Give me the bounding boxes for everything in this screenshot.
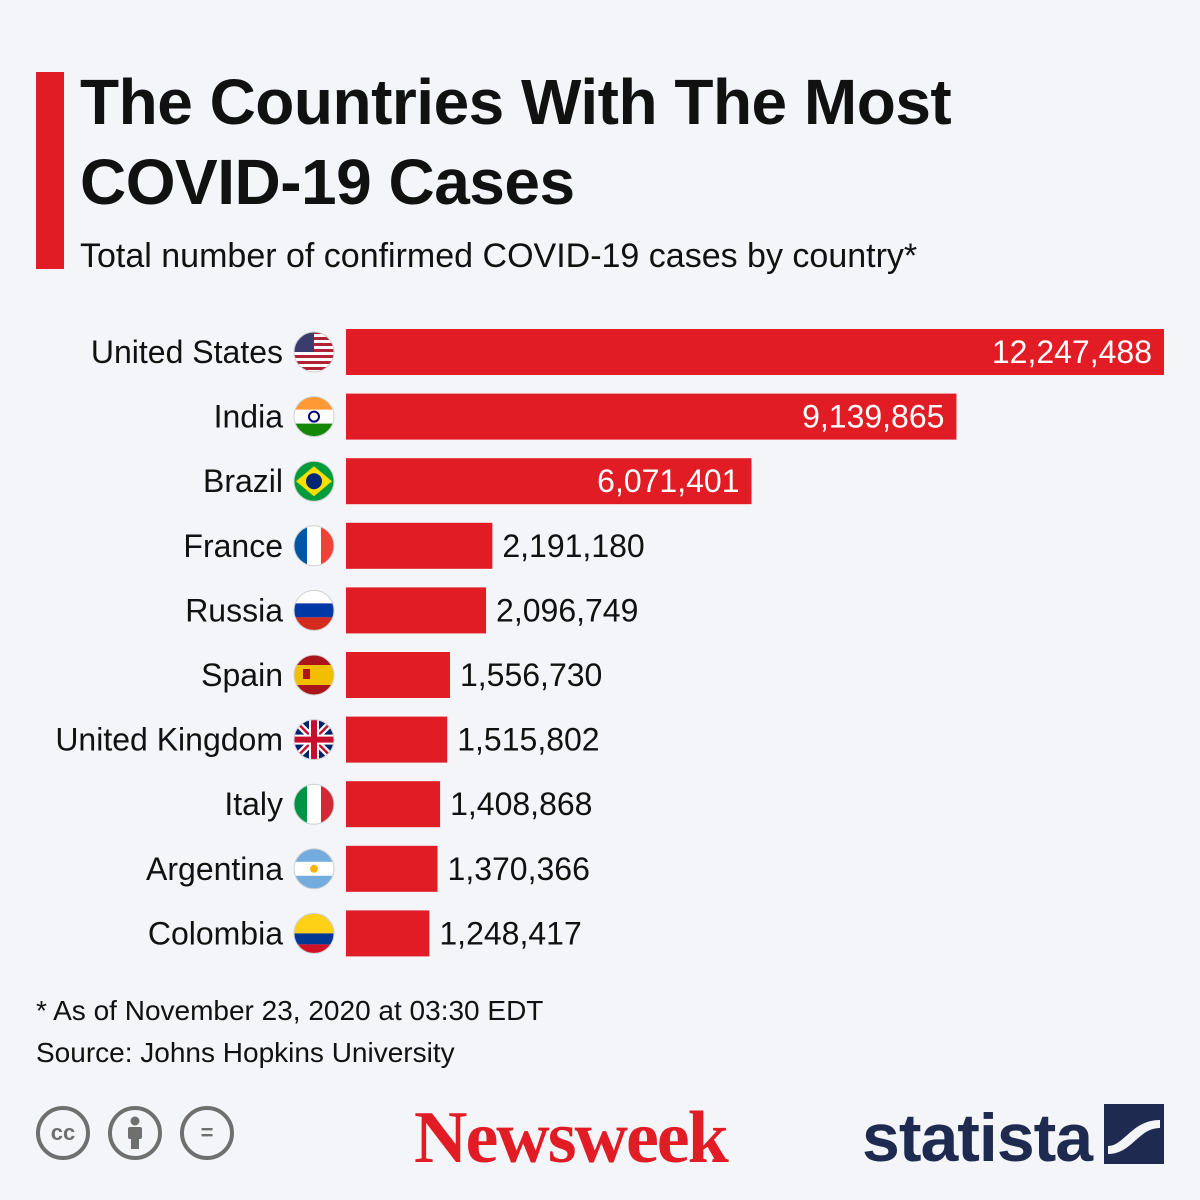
colombia-flag-icon	[293, 912, 335, 954]
brazil-flag-icon	[293, 460, 335, 502]
attribution-icon	[108, 1106, 162, 1160]
uk-flag-icon	[293, 719, 335, 761]
category-label: Italy	[224, 786, 283, 822]
chart-title: The Countries With The Most COVID-19 Cas…	[80, 62, 1160, 222]
data-label: 6,071,401	[597, 463, 739, 499]
bar-chart: United States 12,247,488 India 9,139,865 Bra…	[55, 329, 1164, 957]
data-label: 1,248,417	[439, 915, 581, 951]
category-label: Argentina	[146, 851, 283, 887]
no-derivatives-icon: =	[180, 1106, 234, 1160]
data-label: 2,096,749	[496, 592, 638, 628]
bar	[346, 716, 448, 763]
category-label: Spain	[201, 657, 283, 693]
bar	[346, 458, 752, 505]
data-label: 12,247,488	[992, 334, 1152, 370]
statista-logo: statista	[862, 1100, 1093, 1176]
category-label: Russia	[185, 592, 283, 628]
bar	[346, 781, 441, 828]
bar	[346, 587, 487, 634]
creative-commons-icon: cc	[36, 1106, 90, 1160]
us-flag-icon	[293, 331, 335, 373]
nd-icon-text: =	[200, 1120, 214, 1145]
category-label: Brazil	[203, 463, 283, 499]
bar	[346, 522, 493, 569]
russia-flag-icon	[293, 589, 335, 631]
title-line-2: COVID-19 Cases	[80, 146, 575, 218]
newsweek-logo: Newsweek	[414, 1097, 729, 1179]
category-label: India	[214, 399, 284, 435]
france-flag-icon	[293, 525, 335, 567]
data-label: 1,408,868	[450, 786, 592, 822]
bar	[346, 910, 430, 957]
category-label: United Kingdom	[55, 722, 283, 758]
statista-mark-icon	[1104, 1104, 1164, 1164]
title-accent-bar	[36, 72, 64, 269]
data-label: 2,191,180	[502, 528, 644, 564]
category-label: France	[183, 528, 283, 564]
data-label: 1,556,730	[460, 657, 602, 693]
bar	[346, 329, 1164, 375]
date-note: * As of November 23, 2020 at 03:30 EDT	[36, 995, 544, 1026]
india-flag-icon	[293, 396, 335, 438]
title-line-1: The Countries With The Most	[80, 66, 952, 138]
bar	[346, 845, 438, 892]
cc-icon-text: cc	[50, 1120, 76, 1145]
chart-subtitle: Total number of confirmed COVID-19 cases…	[80, 237, 918, 275]
license-icons: cc =	[36, 1106, 252, 1160]
data-label: 1,370,366	[448, 851, 590, 887]
bar	[346, 393, 957, 440]
chart-footnote: * As of November 23, 2020 at 03:30 EDT S…	[36, 990, 543, 1074]
argentina-flag-icon	[293, 848, 335, 890]
data-label: 9,139,865	[802, 399, 944, 435]
bar	[346, 652, 450, 698]
spain-flag-icon	[293, 654, 335, 696]
italy-flag-icon	[293, 783, 335, 825]
source-note: Source: Johns Hopkins University	[36, 1037, 455, 1068]
category-label: United States	[91, 334, 283, 370]
data-label: 1,515,802	[457, 722, 599, 758]
category-label: Colombia	[148, 915, 283, 951]
